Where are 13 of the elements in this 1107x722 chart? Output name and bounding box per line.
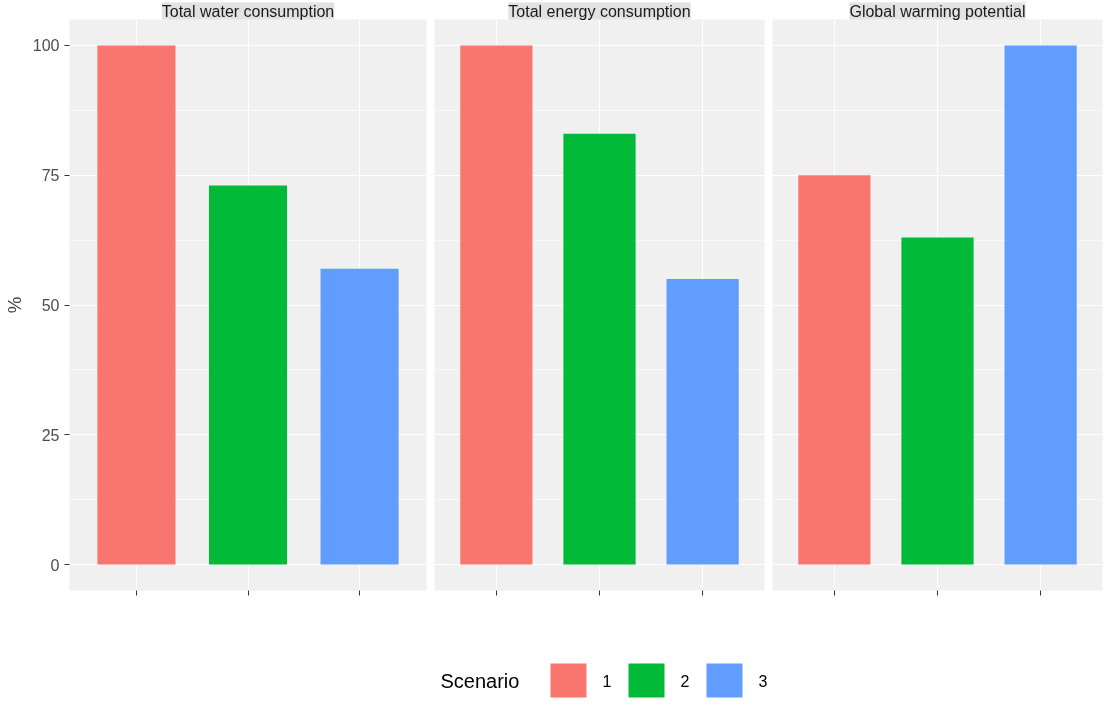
y-tick-label: 0 [50, 556, 60, 574]
chart-title: Total energy consumption [508, 2, 691, 20]
legend-title: Scenario [440, 669, 520, 692]
y-tick-label: 100 [32, 37, 60, 55]
legend-label: 1 [602, 672, 612, 690]
legend-label: 3 [758, 672, 768, 690]
y-tick-label: 75 [41, 167, 60, 185]
y-tick-label: 25 [41, 426, 60, 444]
chart-title: Total water consumption [161, 2, 335, 20]
y-tick-label: 50 [41, 297, 60, 314]
chart-title: Global warming potential [849, 2, 1026, 20]
y-axis-title: % [3, 296, 25, 314]
legend-label: 2 [680, 672, 690, 690]
